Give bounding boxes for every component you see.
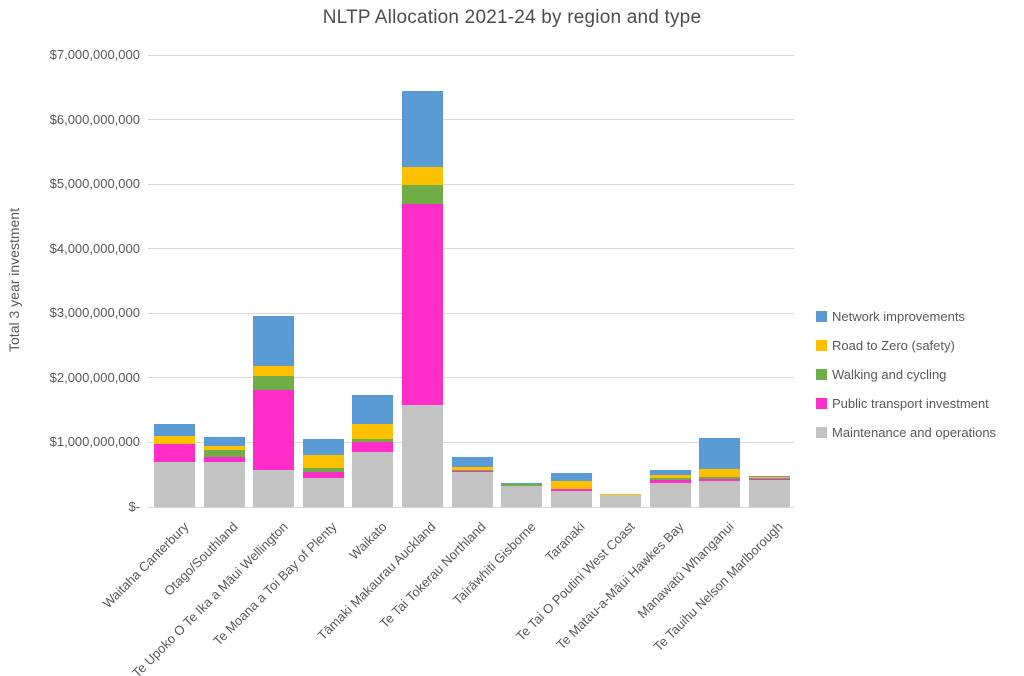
bar-segment-public-transport-investment — [154, 443, 196, 462]
legend-item: Walking and cycling — [816, 366, 996, 382]
bar-segment-road-to-zero-safety- — [699, 469, 741, 477]
bar-segment-road-to-zero-safety- — [352, 423, 394, 439]
bar-segment-maintenance-and-operations — [451, 472, 493, 507]
gridline — [148, 312, 794, 314]
bar-segment-public-transport-investment — [401, 203, 443, 405]
bar-segment-walking-and-cycling — [451, 469, 493, 471]
legend-swatch-icon — [816, 397, 827, 409]
legend-label: Public transport investment — [832, 395, 989, 411]
bar-segment-network-improvements — [253, 315, 295, 366]
y-tick-label: $1,000,000,000 — [49, 434, 140, 450]
y-tick-label: $7,000,000,000 — [49, 47, 140, 62]
bar-segment-maintenance-and-operations — [550, 490, 592, 507]
bar-segment-network-improvements — [748, 476, 790, 478]
bar-segment-network-improvements — [451, 456, 493, 468]
bar-segment-network-improvements — [699, 437, 741, 470]
gridline — [148, 54, 794, 56]
bar-segment-public-transport-investment — [203, 456, 245, 463]
legend-swatch-icon — [816, 368, 827, 380]
legend-item: Public transport investment — [816, 395, 996, 411]
legend-label: Network improvements — [832, 308, 965, 324]
gridline — [148, 377, 794, 379]
bar-segment-road-to-zero-safety- — [600, 493, 642, 496]
y-tick-label: $6,000,000,000 — [49, 111, 140, 127]
bar-segment-maintenance-and-operations — [649, 482, 691, 507]
bar-segment-road-to-zero-safety- — [649, 475, 691, 478]
bar-segment-network-improvements — [302, 439, 344, 455]
bar-segment-maintenance-and-operations — [501, 485, 543, 507]
bar-segment-road-to-zero-safety- — [550, 481, 592, 489]
legend-item: Road to Zero (safety) — [816, 337, 996, 353]
bar-segment-network-improvements — [401, 91, 443, 168]
bar-segment-maintenance-and-operations — [352, 452, 394, 507]
bar-segment-walking-and-cycling — [302, 468, 344, 473]
bar-segment-walking-and-cycling — [649, 477, 691, 480]
bar-segment-network-improvements — [352, 395, 394, 424]
bar-segment-walking-and-cycling — [401, 185, 443, 204]
gridline — [148, 183, 794, 185]
legend-swatch-icon — [816, 310, 827, 322]
bar-segment-road-to-zero-safety- — [748, 477, 790, 478]
bar-segment-public-transport-investment — [352, 441, 394, 453]
bar-segment-walking-and-cycling — [203, 449, 245, 457]
y-tick-label: $5,000,000,000 — [49, 176, 140, 192]
bar-segment-road-to-zero-safety- — [451, 467, 493, 470]
gridline — [148, 441, 794, 443]
y-tick-label: $2,000,000,000 — [49, 369, 140, 385]
bar-segment-network-improvements — [550, 472, 592, 482]
bar-segment-maintenance-and-operations — [302, 477, 344, 507]
bar-segment-maintenance-and-operations — [699, 481, 741, 507]
bar-segment-road-to-zero-safety- — [302, 454, 344, 469]
legend-swatch-icon — [816, 339, 827, 351]
bar-segment-network-improvements — [154, 424, 196, 436]
bar-segment-public-transport-investment — [649, 479, 691, 483]
bar-segment-network-improvements — [501, 483, 543, 485]
bar-segment-maintenance-and-operations — [600, 495, 642, 507]
bar-segment-road-to-zero-safety- — [253, 365, 295, 376]
legend-swatch-icon — [816, 426, 827, 438]
legend-item: Network improvements — [816, 308, 996, 324]
y-tick-label: $4,000,000,000 — [49, 240, 140, 256]
legend: Network improvements Road to Zero (safety… — [816, 308, 996, 453]
bar-segment-maintenance-and-operations — [748, 479, 790, 507]
legend-label: Maintenance and operations — [832, 424, 997, 440]
bar-segment-maintenance-and-operations — [253, 470, 295, 507]
bar-segment-walking-and-cycling — [501, 484, 543, 486]
bar-segment-maintenance-and-operations — [203, 462, 245, 507]
bar-segment-walking-and-cycling — [699, 476, 741, 479]
chart-title: NLTP Allocation 2021-24 by region and ty… — [322, 7, 702, 28]
bar-segment-walking-and-cycling — [352, 438, 394, 442]
bar-segment-road-to-zero-safety- — [154, 435, 196, 444]
bar-segment-road-to-zero-safety- — [203, 445, 245, 450]
bar-segment-network-improvements — [203, 437, 245, 446]
y-axis-title: Total 3 year investment — [6, 208, 22, 352]
bar-segment-public-transport-investment — [550, 488, 592, 491]
gridline — [148, 248, 794, 250]
legend-label: Walking and cycling — [832, 366, 947, 382]
bar-segment-public-transport-investment — [302, 472, 344, 478]
legend-item: Maintenance and operations — [816, 424, 996, 440]
bar-segment-public-transport-investment — [748, 478, 790, 480]
bar-segment-public-transport-investment — [451, 470, 493, 473]
bar-segment-public-transport-investment — [699, 478, 741, 482]
bar-segment-maintenance-and-operations — [154, 461, 196, 507]
gridline — [148, 119, 794, 121]
y-tick-label: $- — [128, 499, 140, 514]
bar-segment-walking-and-cycling — [748, 477, 790, 479]
bar-segment-maintenance-and-operations — [401, 404, 443, 507]
bar-segment-road-to-zero-safety- — [401, 167, 443, 186]
y-tick-label: $3,000,000,000 — [49, 305, 140, 321]
legend-label: Road to Zero (safety) — [832, 337, 955, 353]
bar-segment-network-improvements — [649, 470, 691, 476]
bar-segment-walking-and-cycling — [253, 375, 295, 391]
bar-segment-public-transport-investment — [253, 390, 295, 471]
x-axis-line — [148, 506, 794, 508]
